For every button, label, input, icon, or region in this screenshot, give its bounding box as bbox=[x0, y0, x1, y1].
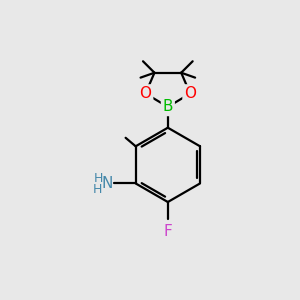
Text: F: F bbox=[164, 224, 172, 239]
Text: O: O bbox=[140, 86, 152, 101]
Text: N: N bbox=[101, 176, 113, 191]
Text: B: B bbox=[163, 99, 173, 114]
Text: H: H bbox=[94, 172, 103, 184]
Text: H: H bbox=[92, 184, 102, 196]
Text: O: O bbox=[184, 86, 196, 101]
